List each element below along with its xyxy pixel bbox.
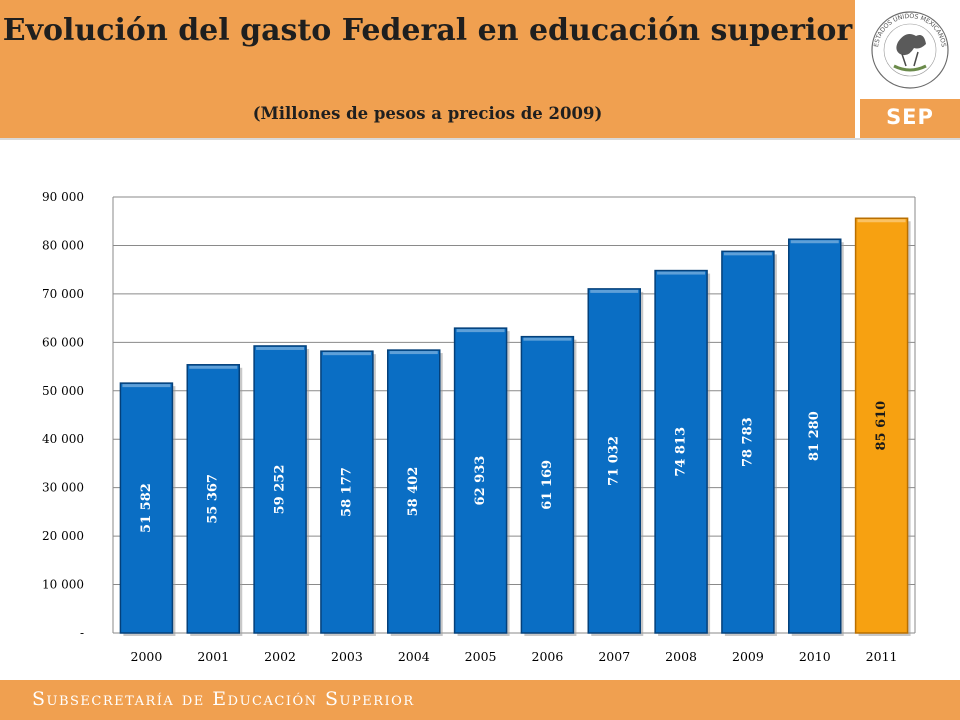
value-label: 58 402 xyxy=(406,467,421,517)
bar-bevel xyxy=(189,365,238,369)
y-tick-label: 40 000 xyxy=(42,432,84,446)
x-tick-label: 2008 xyxy=(665,649,697,664)
coat-of-arms-icon: ESTADOS UNIDOS MEXICANOS xyxy=(871,11,949,89)
x-tick-label: 2010 xyxy=(799,649,831,664)
y-tick-label: - xyxy=(80,626,84,640)
bar-2010 xyxy=(788,238,842,634)
bar-bevel xyxy=(590,289,639,293)
bar-bevel xyxy=(790,240,839,244)
bar-2002 xyxy=(253,345,307,634)
x-tick-label: 2007 xyxy=(598,649,630,664)
x-tick-label: 2006 xyxy=(532,649,564,664)
value-label: 78 783 xyxy=(740,417,755,467)
y-tick-label: 90 000 xyxy=(42,190,84,204)
header-banner: Evolución del gasto Federal en educación… xyxy=(0,0,855,138)
bar-2006 xyxy=(520,335,575,634)
value-label: 81 280 xyxy=(807,411,822,461)
bar-bevel xyxy=(456,329,505,333)
bar-2008 xyxy=(654,269,708,634)
footer-text: Subsecretaría de Educación Superior xyxy=(32,688,415,710)
value-label: 71 032 xyxy=(607,436,622,486)
bar-bevel xyxy=(857,219,906,223)
bar-2004 xyxy=(387,349,441,634)
x-tick-label: 2004 xyxy=(398,649,430,664)
value-label: 85 610 xyxy=(874,401,889,451)
page-title: Evolución del gasto Federal en educación… xyxy=(2,13,853,48)
x-tick-label: 2011 xyxy=(866,649,898,664)
x-tick-label: 2009 xyxy=(732,649,764,664)
x-tick-label: 2002 xyxy=(264,649,296,664)
value-label: 59 252 xyxy=(273,465,288,515)
bar-2000 xyxy=(119,382,174,634)
y-tick-label: 70 000 xyxy=(42,287,84,301)
bar-2001 xyxy=(186,364,240,634)
value-label: 58 177 xyxy=(339,467,354,517)
x-tick-label: 2005 xyxy=(465,649,497,664)
x-tick-label: 2000 xyxy=(131,649,163,664)
x-tick-label: 2001 xyxy=(197,649,229,664)
bar-2003 xyxy=(320,350,374,634)
bar-bevel xyxy=(523,337,572,341)
value-label: 55 367 xyxy=(206,474,221,524)
page-subtitle: (Millones de pesos a precios de 2009) xyxy=(252,104,603,123)
value-label: 74 813 xyxy=(674,427,689,477)
bar-bevel xyxy=(322,352,371,356)
bar-2007 xyxy=(587,288,641,634)
bar-2005 xyxy=(453,327,508,634)
y-tick-label: 80 000 xyxy=(42,238,84,252)
bar-chart: - 10 000 20 000 30 000 40 000 50 000 60 000 70 … xyxy=(42,190,916,664)
value-label: 61 169 xyxy=(540,460,555,510)
bar-bevel xyxy=(723,252,772,256)
y-tick-label: 60 000 xyxy=(42,335,84,349)
bar-bevel xyxy=(256,346,305,350)
sep-logo-text: SEP xyxy=(886,105,934,129)
bar-2009 xyxy=(721,250,775,634)
y-tick-label: 50 000 xyxy=(42,384,84,398)
y-tick-label: 10 000 xyxy=(42,578,84,592)
bar-2011 xyxy=(854,217,909,634)
y-tick-label: 30 000 xyxy=(42,481,84,495)
bar-bevel xyxy=(657,271,706,275)
sep-logo: SEP xyxy=(860,99,960,139)
value-label: 62 933 xyxy=(473,456,488,506)
bar-bevel xyxy=(122,384,171,388)
x-tick-label: 2003 xyxy=(331,649,363,664)
header-divider xyxy=(0,138,960,140)
value-label: 51 582 xyxy=(139,483,154,533)
bar-bevel xyxy=(389,351,438,355)
footer-banner: Subsecretaría de Educación Superior xyxy=(0,680,960,720)
y-tick-label: 20 000 xyxy=(42,529,84,543)
